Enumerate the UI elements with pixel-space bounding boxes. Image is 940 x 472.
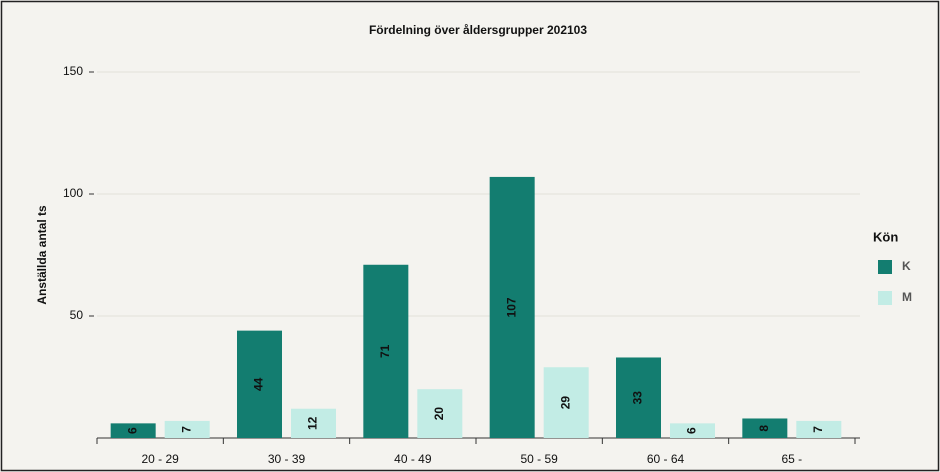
value-label: 107 [504,297,518,317]
bar [616,357,661,438]
y-tick-label: 100 [63,186,83,200]
bar [417,389,463,438]
legend-label: K [902,259,911,273]
value-label: 12 [306,416,320,430]
y-tick-label: 50 [70,308,84,322]
x-tick-label: 30 - 39 [268,452,306,466]
value-label: 20 [432,407,446,421]
x-tick-label: 50 - 59 [520,452,558,466]
x-tick-label: 20 - 29 [141,452,179,466]
bar [237,330,282,438]
legend-swatch [878,260,892,274]
chart-title: Fördelning över åldersgrupper 202103 [369,23,587,37]
legend-swatch [878,291,892,305]
bar [742,418,788,438]
value-label: 44 [252,377,266,391]
x-tick-label: 65 - [781,452,802,466]
x-tick-label: 40 - 49 [394,452,432,466]
x-tick-label: 60 - 64 [647,452,685,466]
legend-label: M [902,290,912,304]
y-tick-label: 150 [63,64,83,78]
legend-title: Kön [873,229,898,244]
value-label: 33 [631,391,645,405]
bar [363,264,409,438]
value-label: 71 [378,344,392,358]
bar [164,420,210,438]
value-label: 7 [179,426,193,433]
bar [291,408,336,438]
value-label: 7 [811,426,825,433]
value-label: 29 [558,396,572,410]
bar [796,420,842,438]
y-axis-label: Anställda antal ts [35,205,49,305]
value-label: 6 [685,427,699,434]
bar [670,423,715,438]
value-label: 6 [125,427,139,434]
bar [543,367,589,438]
bar [110,423,156,438]
value-label: 8 [757,425,771,432]
bar [489,176,535,439]
